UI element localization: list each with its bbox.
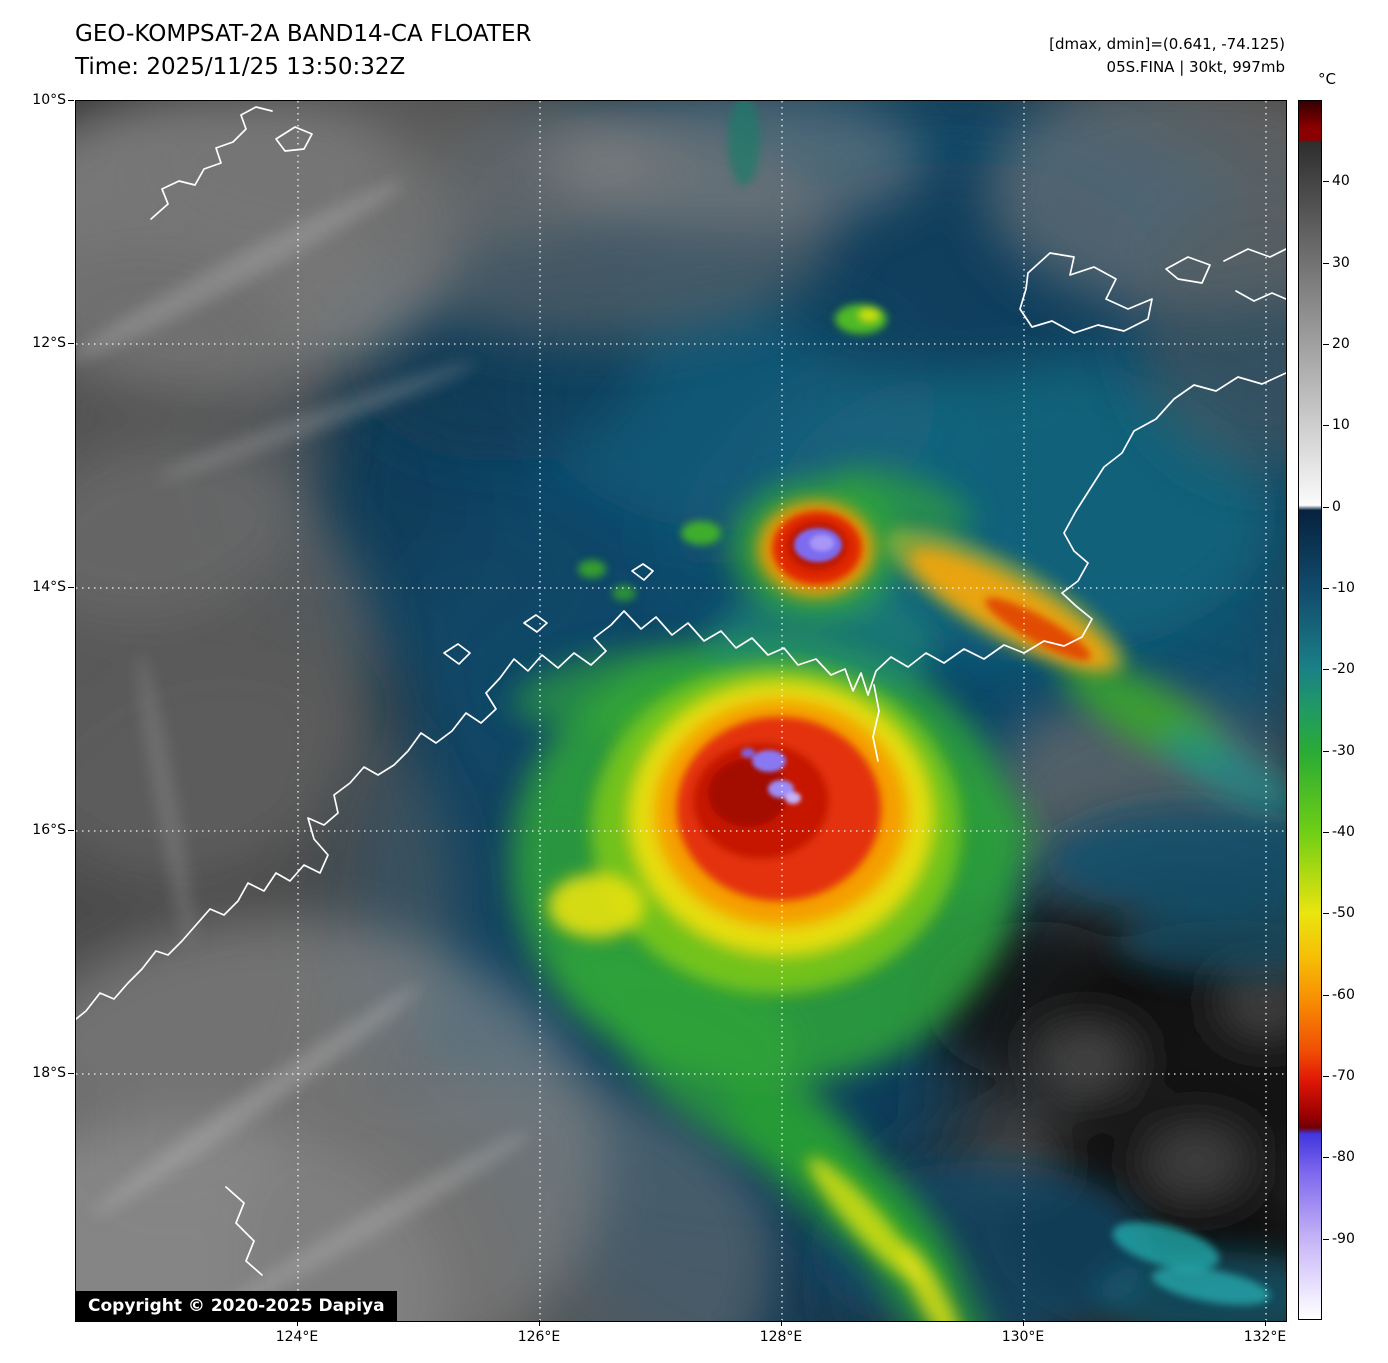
coastline-kimberley-island1 <box>443 643 471 665</box>
colorbar-tick-label: -80 <box>1323 1149 1355 1165</box>
storm-info-label: 05S.FINA | 30kt, 997mb <box>1106 57 1285 76</box>
lon-tick-label: 124°E <box>257 1320 337 1345</box>
coastline-island-small <box>275 126 313 152</box>
coastline-islands-northwest <box>150 106 273 220</box>
copyright-label: Copyright © 2020-2025 Dapiya <box>76 1291 397 1321</box>
coastline-ne-edge <box>1223 248 1286 262</box>
colorbar-tick-label: 10 <box>1323 417 1350 433</box>
colorbar-tick-label: -40 <box>1323 824 1355 840</box>
lat-tick-label: 18°S <box>0 1065 74 1081</box>
colorbar-tick-label: -60 <box>1323 987 1355 1003</box>
lon-tick-label: 132°E <box>1225 1320 1305 1345</box>
colorbar-tick-label: -70 <box>1323 1068 1355 1084</box>
lat-tick-label: 14°S <box>0 579 74 595</box>
header-right: [dmax, dmin]=(0.641, -74.125) 05S.FINA |… <box>1049 33 1285 78</box>
gray-clouds <box>76 101 1286 1321</box>
coastline-ne-edge2 <box>1235 290 1286 302</box>
header-left: GEO-KOMPSAT-2A BAND14-CA FLOATER Time: 2… <box>75 18 531 85</box>
satellite-map: Copyright © 2020-2025 Dapiya <box>75 100 1287 1322</box>
satellite-imagery <box>76 101 1286 1321</box>
coastline-mainland <box>76 372 1286 1020</box>
coastline-kimberley-island2 <box>523 614 548 633</box>
coastline-island-ne <box>1165 256 1211 284</box>
data-range-label: [dmax, dmin]=(0.641, -74.125) <box>1049 35 1285 53</box>
lon-tick-label: 126°E <box>499 1320 579 1345</box>
coastline-kimberley-island3 <box>631 563 654 581</box>
cirrus-texture <box>76 180 532 1312</box>
colorbar-tick-label: 30 <box>1323 255 1350 271</box>
lon-tick-label: 128°E <box>741 1320 821 1345</box>
colorbar-tick-label: 0 <box>1323 499 1341 515</box>
timestamp: Time: 2025/11/25 13:50:32Z <box>75 54 406 81</box>
colorbar-tick-label: -50 <box>1323 905 1355 921</box>
coastline-cambridge-gulf <box>872 684 880 762</box>
coastline-southwest-segment <box>225 1186 263 1276</box>
colorbar-tick-label: 40 <box>1323 173 1350 189</box>
colorbar-unit-label: °C <box>1318 70 1336 88</box>
colorbar-tick-label: -30 <box>1323 743 1355 759</box>
overshooting-tops <box>741 528 842 804</box>
page-title: GEO-KOMPSAT-2A BAND14-CA FLOATER <box>75 21 532 47</box>
colorbar-gradient <box>1298 100 1322 1320</box>
lat-tick-label: 16°S <box>0 822 74 838</box>
lat-tick-label: 10°S <box>0 92 74 108</box>
colorbar-tick-label: -20 <box>1323 661 1355 677</box>
colorbar-tick-label: -90 <box>1323 1231 1355 1247</box>
colorbar-tick-label: -10 <box>1323 580 1355 596</box>
lon-tick-label: 130°E <box>983 1320 1063 1345</box>
coastlines <box>76 106 1286 1276</box>
gridlines <box>76 101 1286 1321</box>
colorbar-tick-label: 20 <box>1323 336 1350 352</box>
lat-tick-label: 12°S <box>0 335 74 351</box>
coastline-tiwi-islands <box>1019 252 1153 334</box>
